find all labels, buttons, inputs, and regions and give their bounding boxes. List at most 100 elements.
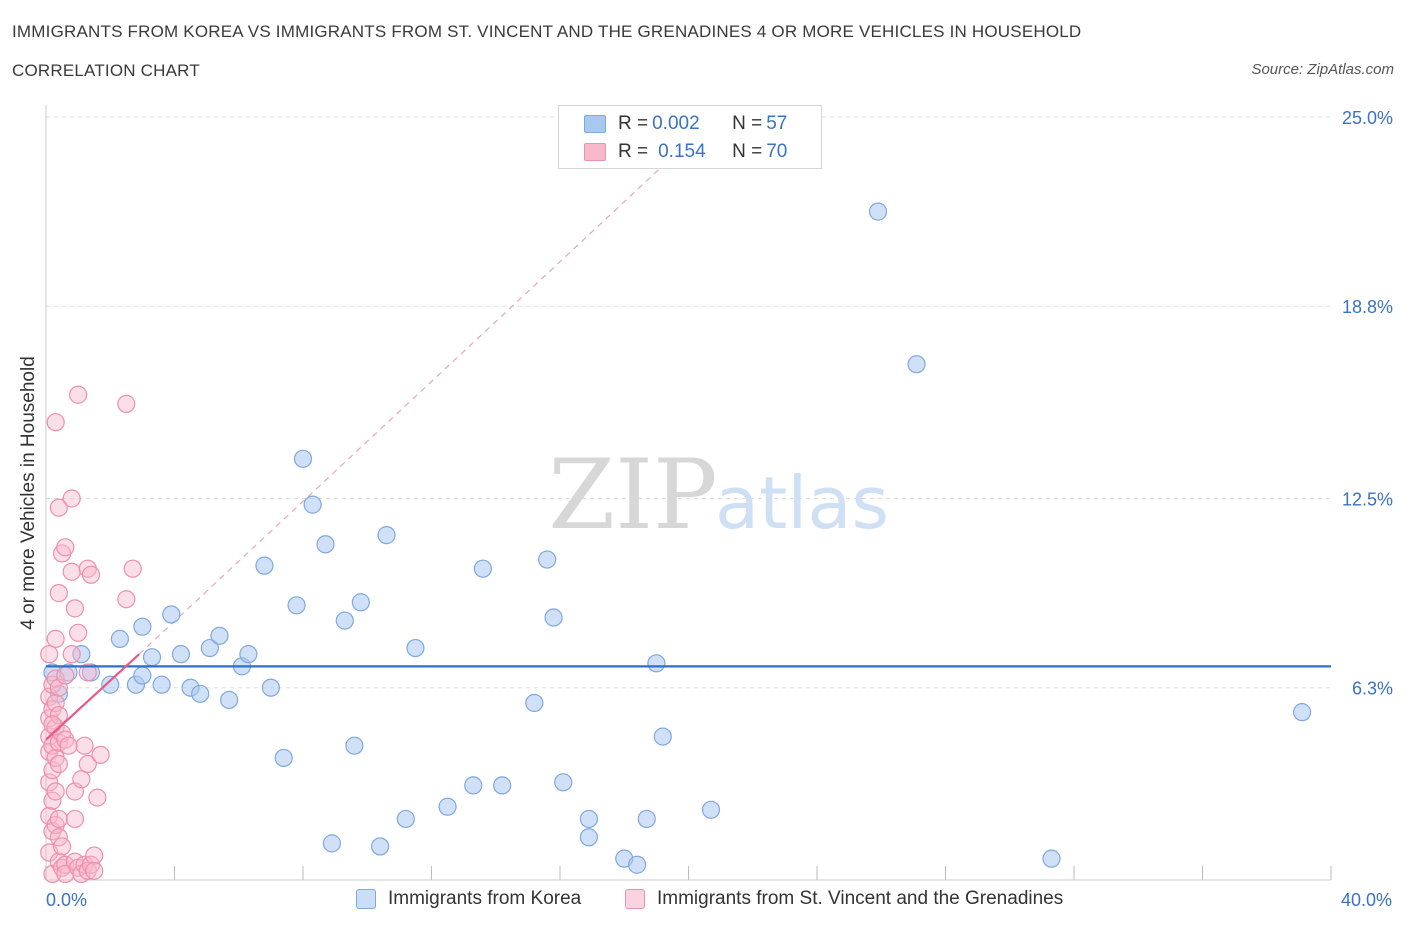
korea-point-27 [316, 535, 335, 554]
stvincent-point-65 [117, 590, 136, 609]
legend-item-stvincent[interactable]: Immigrants from St. Vincent and the Gren… [625, 888, 1063, 910]
stvincent-point-44 [65, 599, 85, 618]
korea-point-11 [152, 675, 171, 694]
korea-point-41 [538, 550, 557, 569]
stvincent-point-58 [81, 565, 101, 584]
legend-swatch-stvincent [625, 889, 645, 909]
y-tick-label-3: 25.0% [1342, 108, 1393, 128]
korea-point-35 [406, 638, 425, 658]
grid-lines [46, 116, 1331, 689]
korea-point-34 [396, 809, 415, 829]
korea-point-10 [142, 648, 162, 667]
stvincent-point-42 [62, 562, 81, 581]
stvincent-point-23 [49, 498, 68, 517]
stvincent-point-36 [56, 538, 75, 557]
stvincent-point-61 [85, 861, 104, 880]
korea-point-43 [554, 773, 573, 792]
korea-point-49 [637, 809, 656, 829]
stvincent-point-28 [49, 754, 68, 774]
korea-point-51 [653, 727, 672, 746]
korea-point-3 [72, 645, 91, 664]
korea-point-16 [200, 638, 219, 658]
stvincent-n-label: N = [732, 141, 763, 162]
korea-point-6 [110, 629, 129, 648]
stvincent-point-56 [78, 754, 97, 774]
stvincent-r-label: R = [618, 141, 649, 162]
stvincent-point-66 [123, 559, 142, 578]
stvincent-point-60 [85, 846, 104, 865]
korea-swatch [584, 115, 606, 133]
korea-point-42 [544, 608, 563, 627]
stvincent-point-64 [117, 394, 136, 413]
korea-point-15 [191, 684, 210, 703]
korea-r-value: 0.002 [652, 113, 700, 134]
stvincent-point-48 [69, 623, 88, 642]
stvincent-swatch [584, 143, 606, 161]
korea-n-label: N = [732, 113, 763, 134]
korea-point-32 [371, 837, 390, 856]
stvincent-points [40, 385, 142, 883]
series-legend: Immigrants from Korea Immigrants from St… [0, 888, 1406, 916]
stvincent-point-47 [69, 385, 88, 404]
stvincent-point-67 [43, 715, 62, 734]
stvincent-point-50 [72, 770, 91, 789]
stvincent-point-69 [65, 809, 85, 829]
legend-label-korea: Immigrants from Korea [388, 888, 582, 909]
y-tick-label-2: 18.8% [1342, 297, 1393, 317]
stvincent-point-62 [88, 788, 107, 807]
stvincent-point-34 [52, 837, 72, 856]
korea-point-13 [171, 645, 191, 664]
korea-point-23 [274, 748, 293, 768]
legend-label-stvincent: Immigrants from St. Vincent and the Gren… [657, 888, 1064, 909]
stvincent-point-63 [91, 745, 110, 764]
y-tick-label-0: 6.3% [1352, 679, 1393, 699]
korea-point-48 [627, 855, 647, 874]
stvincent-point-0 [40, 645, 59, 664]
legend-item-korea[interactable]: Immigrants from Korea [356, 888, 581, 910]
korea-point-52 [701, 800, 721, 819]
x-tick-max: 40.0% [1340, 890, 1392, 910]
korea-point-37 [464, 776, 483, 795]
stvincent-point-68 [59, 736, 78, 755]
correlation-legend: R = 0.002 N = 57 R = 0.154 N = 70 [558, 105, 822, 169]
y-tick-label-1: 12.5% [1342, 490, 1393, 510]
korea-point-20 [239, 645, 258, 664]
korea-point-31 [351, 593, 370, 612]
korea-point-5 [101, 675, 120, 694]
korea-point-8 [133, 666, 152, 685]
korea-point-56 [1292, 703, 1312, 722]
y-tick-labels: 6.3% 12.5% 18.8% 25.0% [1342, 108, 1393, 699]
korea-point-40 [525, 693, 544, 713]
stvincent-point-55 [78, 663, 97, 682]
korea-point-9 [133, 617, 152, 636]
korea-point-38 [473, 559, 492, 578]
chart-subtitle: CORRELATION CHART [12, 61, 200, 80]
korea-point-28 [322, 834, 342, 853]
stvincent-trend-extension [138, 162, 667, 655]
korea-point-29 [335, 611, 354, 630]
korea-n-value: 57 [766, 113, 788, 134]
korea-point-44 [579, 828, 599, 847]
korea-point-26 [303, 495, 322, 514]
korea-point-55 [1042, 849, 1061, 868]
stvincent-point-43 [62, 645, 81, 664]
stvincent-point-29 [49, 809, 68, 829]
korea-point-30 [345, 736, 364, 755]
stvincent-point-41 [62, 489, 81, 508]
trend-lines [45, 653, 1331, 741]
stvincent-r-value: 0.154 [658, 141, 706, 162]
stvincent-point-37 [56, 666, 75, 685]
legend-swatch-korea [356, 889, 376, 909]
korea-point-12 [162, 605, 181, 624]
stvincent-point-20 [46, 782, 65, 801]
stvincent-point-24 [49, 584, 68, 603]
chart-title: IMMIGRANTS FROM KOREA VS IMMIGRANTS FROM… [12, 22, 1082, 41]
x-tick-min: 0.0% [46, 890, 88, 910]
legend-row-stvincent: R = 0.154 N = 70 [584, 139, 787, 165]
y-axis-label: 4 or more Vehicles in Household [18, 356, 39, 630]
source-label: Source: ZipAtlas.com [1251, 61, 1394, 78]
korea-point-18 [220, 690, 239, 710]
korea-point-22 [261, 678, 280, 697]
stvincent-trend-line [45, 653, 140, 741]
